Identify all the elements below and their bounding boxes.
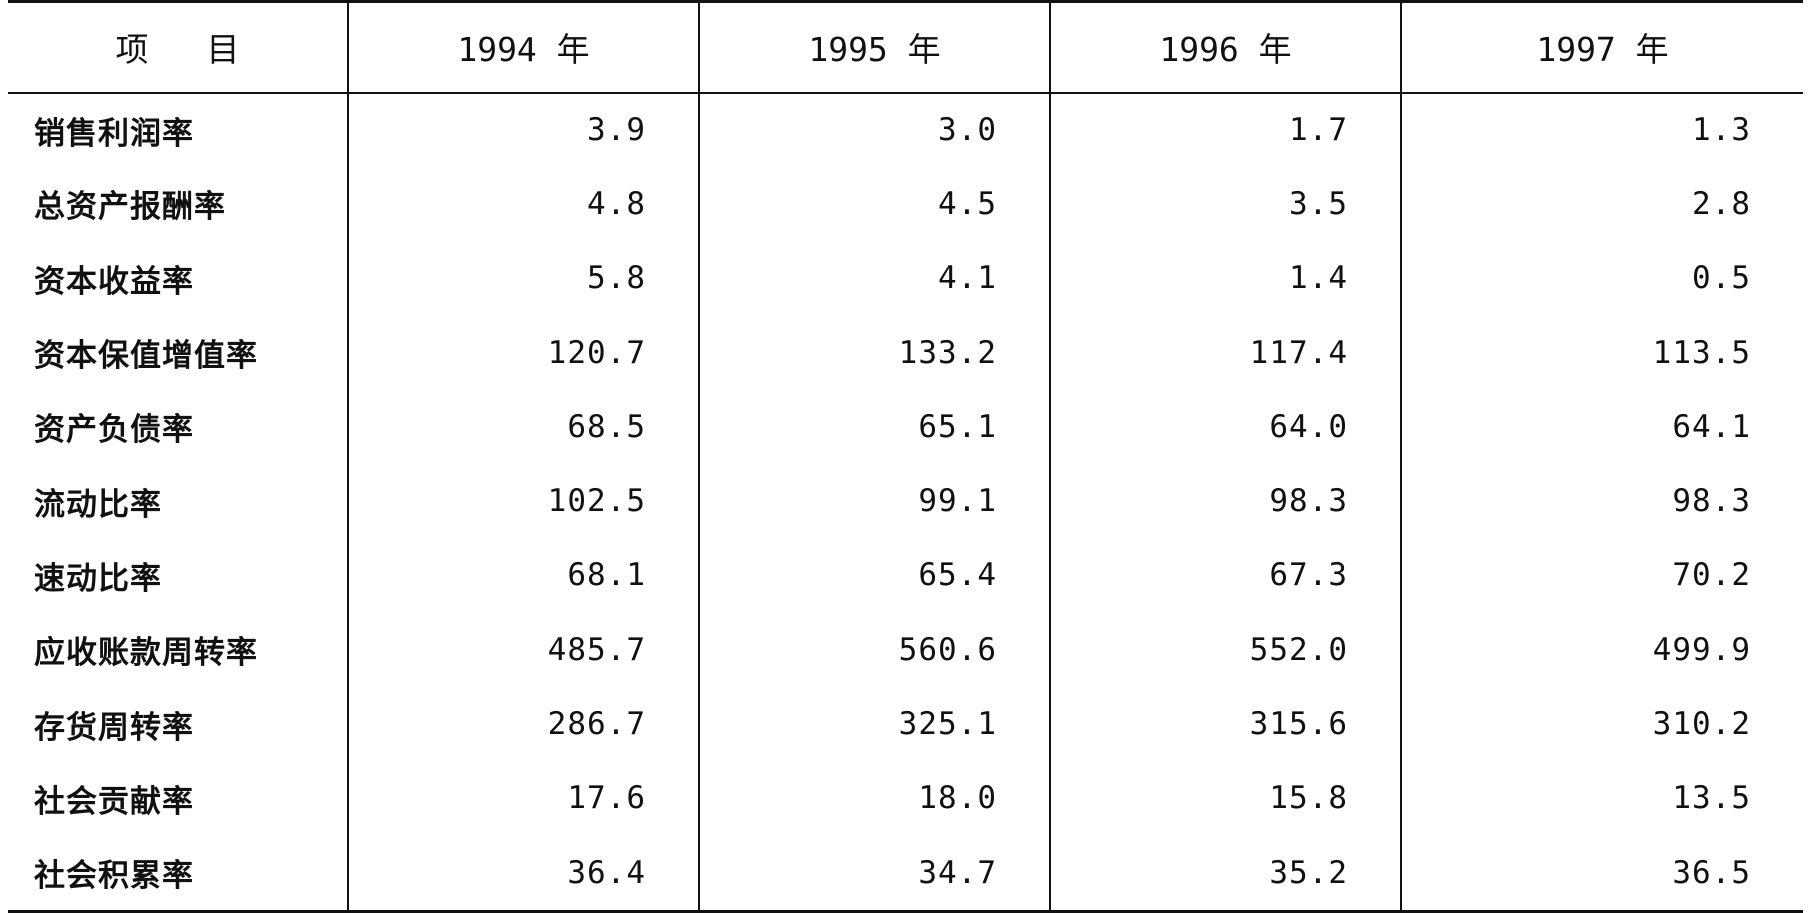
table-cell: 2.8 (1400, 166, 1803, 242)
table-row: 销售利润率 3.9 3.0 1.7 1.3 (8, 92, 1803, 167)
table-cell: 113.5 (1400, 315, 1803, 390)
row-label: 速动比率 (34, 560, 162, 597)
row-label: 社会贡献率 (34, 783, 194, 820)
table-cell: 3.9 (347, 92, 699, 167)
table-cell: 3.5 (1049, 166, 1401, 242)
table-row: 存货周转率 286.7 325.1 315.6 310.2 (8, 686, 1803, 762)
header-1995: 1995 年 (698, 0, 1050, 94)
header-1994: 1994 年 (347, 0, 699, 94)
table-cell: 35.2 (1049, 835, 1401, 913)
table-cell: 552.0 (1049, 612, 1401, 687)
table-cell: 98.3 (1049, 463, 1401, 539)
table-cell: 3.0 (698, 92, 1050, 167)
table-cell: 4.1 (698, 241, 1050, 316)
table-header: 项目 1994 年 1995 年 1996 年 1997 年 (8, 0, 1803, 94)
table-cell: 133.2 (698, 315, 1050, 390)
table-cell: 102.5 (347, 463, 699, 539)
table-cell: 1.4 (1049, 241, 1401, 316)
table-cell: 68.5 (347, 389, 699, 464)
row-label: 资产负债率 (34, 412, 194, 449)
table-cell: 4.8 (347, 166, 699, 242)
table-cell: 67.3 (1049, 538, 1401, 613)
table-cell: 36.4 (347, 835, 699, 913)
row-label: 销售利润率 (34, 115, 194, 152)
header-item: 项目 (8, 0, 348, 94)
table-cell: 0.5 (1400, 241, 1803, 316)
row-label: 资本收益率 (34, 263, 194, 300)
table-cell: 15.8 (1049, 761, 1401, 836)
table-cell: 4.5 (698, 166, 1050, 242)
table-cell: 64.1 (1400, 389, 1803, 464)
row-label: 流动比率 (34, 486, 162, 523)
table-cell: 13.5 (1400, 761, 1803, 836)
table-row: 流动比率 102.5 99.1 98.3 98.3 (8, 463, 1803, 539)
row-label: 存货周转率 (34, 709, 194, 746)
table-cell: 65.1 (698, 389, 1050, 464)
table-cell: 1.3 (1400, 92, 1803, 167)
table-cell: 485.7 (347, 612, 699, 687)
table-row: 资本收益率 5.8 4.1 1.4 0.5 (8, 241, 1803, 316)
table-cell: 18.0 (698, 761, 1050, 836)
table-body: 销售利润率 3.9 3.0 1.7 1.3 总资产报酬率 4.8 4.5 3.5… (8, 92, 1803, 913)
table-cell: 315.6 (1049, 686, 1401, 762)
table-cell: 99.1 (698, 463, 1050, 539)
table-cell: 98.3 (1400, 463, 1803, 539)
table-cell: 120.7 (347, 315, 699, 390)
table-row: 资产负债率 68.5 65.1 64.0 64.1 (8, 389, 1803, 464)
table-cell: 65.4 (698, 538, 1050, 613)
table-cell: 5.8 (347, 241, 699, 316)
table-cell: 499.9 (1400, 612, 1803, 687)
row-label: 资本保值增值率 (34, 338, 258, 375)
table-cell: 1.7 (1049, 92, 1401, 167)
row-label: 应收账款周转率 (34, 635, 258, 672)
table-cell: 64.0 (1049, 389, 1401, 464)
table-row: 总资产报酬率 4.8 4.5 3.5 2.8 (8, 166, 1803, 242)
row-label: 总资产报酬率 (34, 189, 226, 226)
table-row: 社会贡献率 17.6 18.0 15.8 13.5 (8, 761, 1803, 836)
table-cell: 286.7 (347, 686, 699, 762)
table-cell: 17.6 (347, 761, 699, 836)
table-cell: 68.1 (347, 538, 699, 613)
header-1996: 1996 年 (1049, 0, 1401, 94)
table-cell: 70.2 (1400, 538, 1803, 613)
row-label: 社会积累率 (8, 835, 348, 913)
table-row: 应收账款周转率 485.7 560.6 552.0 499.9 (8, 612, 1803, 687)
table-cell: 34.7 (698, 835, 1050, 913)
table-cell: 325.1 (698, 686, 1050, 762)
table-row: 速动比率 68.1 65.4 67.3 70.2 (8, 538, 1803, 613)
table-row: 资本保值增值率 120.7 133.2 117.4 113.5 (8, 315, 1803, 390)
financial-indicators-table: 项目 1994 年 1995 年 1996 年 1997 年 销售利润率 3.9… (8, 0, 1803, 913)
table-cell: 36.5 (1400, 835, 1803, 913)
header-1997: 1997 年 (1400, 0, 1803, 94)
table-row: 社会积累率 36.4 34.7 35.2 36.5 (8, 835, 1803, 913)
table-cell: 560.6 (698, 612, 1050, 687)
table-cell: 117.4 (1049, 315, 1401, 390)
table-cell: 310.2 (1400, 686, 1803, 762)
data-table-container: 项目 1994 年 1995 年 1996 年 1997 年 销售利润率 3.9… (8, 0, 1803, 913)
header-row: 项目 1994 年 1995 年 1996 年 1997 年 (8, 0, 1803, 94)
